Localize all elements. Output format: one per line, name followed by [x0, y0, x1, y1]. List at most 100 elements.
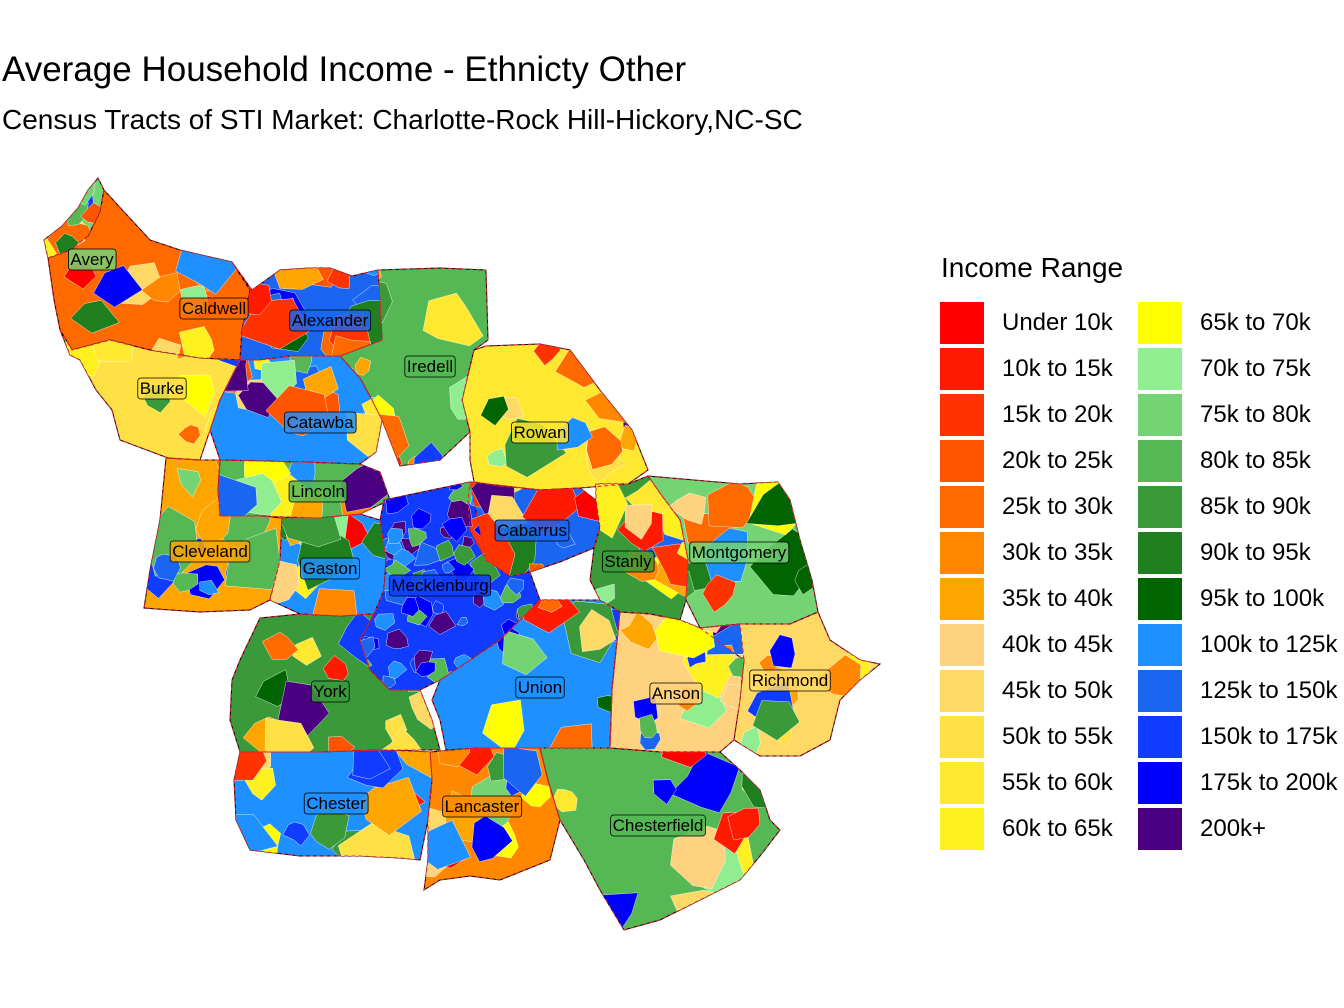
choropleth-map: Avery Caldwell Alexander Iredell Burke Catawb…	[43, 177, 882, 931]
county-label-box	[68, 248, 117, 271]
legend-title: Income Range	[941, 252, 1124, 283]
county-label-chesterfield: Chesterfield	[610, 814, 706, 837]
county-label-gaston: Gaston	[300, 557, 360, 580]
county-label-lancaster: Lancaster	[442, 795, 523, 818]
county-border	[646, 475, 819, 629]
tract-patch	[44, 190, 65, 219]
county-label-box	[310, 680, 350, 703]
legend-item: 20k to 25k	[940, 438, 1113, 484]
legend-item: 55k to 60k	[940, 760, 1113, 806]
tract-patch	[179, 326, 215, 360]
county-label-box	[442, 795, 523, 818]
tract-patch	[262, 631, 299, 660]
legend-swatch	[1138, 486, 1182, 528]
tract-patch	[480, 395, 509, 426]
legend-item: 200k+	[1138, 806, 1266, 852]
tract-patch	[471, 815, 513, 863]
county-label-box	[137, 377, 187, 400]
legend-label: 20k to 25k	[1002, 447, 1113, 474]
tract-patch	[482, 699, 525, 750]
legend-item: 100k to 125k	[1138, 622, 1337, 668]
legend-label: 35k to 40k	[1002, 585, 1113, 612]
legend-item: 40k to 45k	[940, 622, 1113, 668]
legend-item: 25k to 30k	[940, 484, 1113, 530]
county-border	[231, 261, 383, 361]
map-subtitle: Census Tracts of STI Market: Charlotte-R…	[2, 104, 803, 135]
legend-swatch	[940, 762, 984, 804]
legend-swatch	[940, 624, 984, 666]
tract-patch	[586, 426, 623, 470]
county-label-caldwell: Caldwell	[179, 297, 249, 320]
tract-patch	[374, 613, 395, 631]
legend-swatch	[1138, 348, 1182, 390]
legend-item: 45k to 50k	[940, 668, 1113, 714]
tract-patch	[668, 492, 706, 525]
tract-patch	[424, 820, 471, 870]
tract-patch	[435, 539, 454, 562]
legend-label: 65k to 70k	[1200, 309, 1311, 336]
tract-patch	[437, 748, 471, 768]
legend-swatch	[1138, 670, 1182, 712]
county-label-box	[601, 550, 655, 573]
tract-patch	[624, 504, 653, 540]
county-label-cleveland: Cleveland	[169, 540, 251, 563]
legend-swatch	[940, 808, 984, 850]
legend-item: 35k to 40k	[940, 576, 1113, 622]
tract-patch	[388, 660, 408, 679]
legend-swatch	[940, 486, 984, 528]
legend-item: 125k to 150k	[1138, 668, 1337, 714]
tract-patch	[639, 714, 658, 739]
legend-swatch	[940, 440, 984, 482]
legend-item: Under 10k	[940, 300, 1113, 346]
county-label-box	[515, 676, 565, 699]
tract-patch	[415, 661, 436, 677]
county-label-box	[494, 519, 570, 542]
legend-swatch	[1138, 578, 1182, 620]
county-border	[339, 267, 489, 467]
tract-patch	[361, 522, 386, 561]
tract-patch	[70, 300, 120, 334]
county-label-text: Union	[518, 678, 562, 697]
tract-patch	[503, 748, 543, 797]
county-label-text: Cleveland	[172, 542, 248, 561]
tract-patch	[413, 442, 451, 466]
county-label-text: Caldwell	[182, 299, 246, 318]
county-label-box	[289, 309, 372, 332]
legend-swatch	[1138, 394, 1182, 436]
legend-item: 10k to 15k	[940, 346, 1113, 392]
tract-patch	[702, 574, 737, 613]
tract-patch	[769, 634, 796, 669]
tract-patch	[411, 508, 432, 530]
legend-item: 30k to 35k	[940, 530, 1113, 576]
legend-label: 60k to 65k	[1002, 815, 1113, 842]
tract-patch	[538, 600, 563, 613]
legend-label: 85k to 90k	[1200, 493, 1311, 520]
legend-swatch	[1138, 532, 1182, 574]
tract-patch	[456, 616, 469, 626]
county-border	[233, 749, 433, 861]
legend-item: 75k to 80k	[1138, 392, 1311, 438]
county-label-union: Union	[515, 676, 565, 699]
tract-patch	[214, 190, 250, 207]
tract-patch	[234, 750, 267, 781]
county-label-box	[610, 814, 706, 837]
legend-swatch	[1138, 808, 1182, 850]
county-label-text: Rowan	[514, 423, 567, 442]
tract-patch	[289, 356, 312, 374]
legend-swatch	[1138, 302, 1182, 344]
tract-patch	[309, 588, 359, 616]
tract-patch	[328, 736, 356, 752]
county-label-box	[288, 480, 348, 503]
tract-patch	[442, 561, 456, 574]
tract-patch	[401, 596, 420, 617]
tract-patch	[178, 424, 201, 445]
county-label-box	[511, 421, 569, 444]
tract-patch	[707, 481, 762, 528]
tract-patch	[613, 344, 648, 389]
tract-patch	[140, 272, 181, 303]
legend-item: 90k to 95k	[1138, 530, 1311, 576]
tract-patch	[60, 422, 77, 458]
county-label-text: Cabarrus	[497, 521, 567, 540]
county-label-box	[303, 792, 369, 815]
legend-swatch	[1138, 440, 1182, 482]
